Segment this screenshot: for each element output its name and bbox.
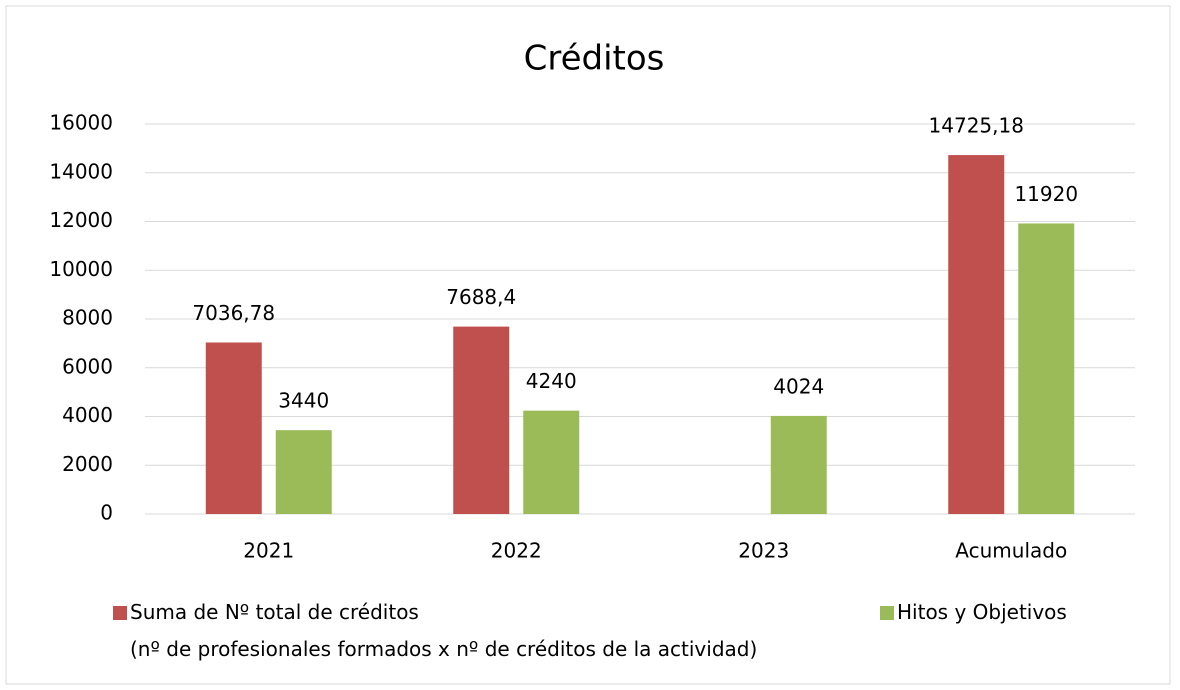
x-tick-label: 2022 xyxy=(491,539,542,563)
data-label: 4024 xyxy=(773,374,824,398)
bar xyxy=(453,326,510,514)
bar xyxy=(770,415,827,514)
data-label: 11920 xyxy=(1014,182,1078,206)
x-tick-label: 2023 xyxy=(738,539,789,563)
legend-swatch xyxy=(113,606,127,620)
data-label: 4240 xyxy=(526,369,577,393)
y-tick-label: 8000 xyxy=(62,306,113,330)
x-tick-label: 2021 xyxy=(243,539,294,563)
bar xyxy=(948,155,1005,514)
legend-label: Suma de Nº total de créditos (nº de prof… xyxy=(130,600,758,661)
data-label: 3440 xyxy=(278,389,329,413)
bar xyxy=(523,410,580,514)
data-label: 7688,4 xyxy=(446,285,516,309)
y-tick-label: 2000 xyxy=(62,452,113,476)
bar xyxy=(1018,223,1075,514)
legend-label: Hitos y Objetivos xyxy=(897,600,1067,624)
y-tick-label: 6000 xyxy=(62,354,113,378)
bar xyxy=(205,342,262,514)
bar xyxy=(275,430,332,514)
data-label: 14725,18 xyxy=(929,114,1024,138)
y-tick-label: 10000 xyxy=(49,257,113,281)
chart-title: Créditos xyxy=(524,39,665,79)
y-tick-label: 16000 xyxy=(49,111,113,135)
y-tick-label: 4000 xyxy=(62,403,113,427)
y-tick-label: 0 xyxy=(100,501,113,525)
y-tick-label: 12000 xyxy=(49,208,113,232)
x-tick-label: Acumulado xyxy=(955,539,1067,563)
legend-swatch xyxy=(880,606,894,620)
y-tick-label: 14000 xyxy=(49,159,113,183)
data-label: 7036,78 xyxy=(192,301,275,325)
